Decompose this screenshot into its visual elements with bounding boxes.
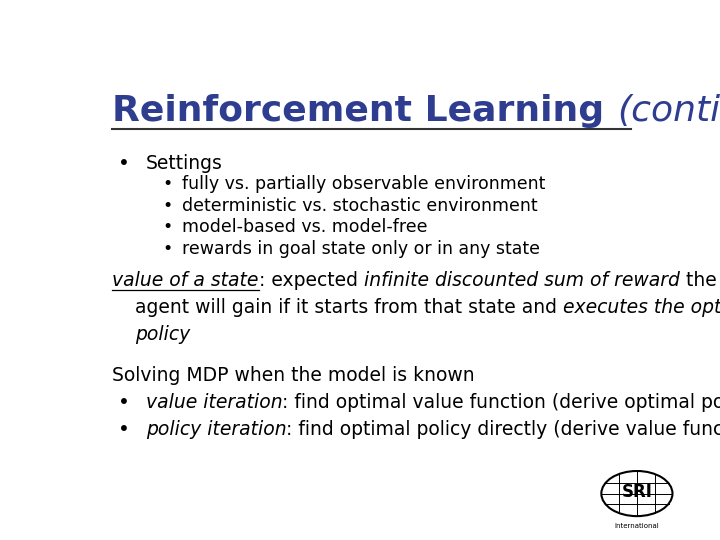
Text: •: • [118,420,130,440]
Text: rewards in goal state only or in any state: rewards in goal state only or in any sta… [182,240,540,258]
Text: value of a state: value of a state [112,271,258,289]
Text: •: • [163,218,173,236]
Text: model-based vs. model-free: model-based vs. model-free [182,218,428,236]
Text: policy iteration: policy iteration [145,420,287,440]
Text: •: • [163,175,173,193]
Text: : find optimal value function (derive optimal policy): : find optimal value function (derive op… [282,393,720,412]
Text: value iteration: value iteration [145,393,282,412]
Text: : find optimal policy directly (derive value function): : find optimal policy directly (derive v… [287,420,720,440]
Text: Solving MDP when the model is known: Solving MDP when the model is known [112,366,475,385]
Text: the: the [680,271,716,289]
Text: executes the optimal: executes the optimal [562,298,720,316]
Text: •: • [118,154,130,173]
Text: (continued): (continued) [617,94,720,128]
Text: Reinforcement Learning: Reinforcement Learning [112,94,617,128]
Text: •: • [163,197,173,214]
Text: Settings: Settings [145,154,222,173]
Text: SRI: SRI [621,483,652,501]
Text: fully vs. partially observable environment: fully vs. partially observable environme… [182,175,546,193]
Text: agent will gain if it starts from that state and: agent will gain if it starts from that s… [135,298,562,316]
Text: : expected: : expected [258,271,364,289]
Text: International: International [615,523,660,529]
Text: deterministic vs. stochastic environment: deterministic vs. stochastic environment [182,197,538,214]
Text: •: • [118,393,130,412]
Text: policy: policy [135,325,190,343]
Text: •: • [163,240,173,258]
Text: infinite discounted sum of reward: infinite discounted sum of reward [364,271,680,289]
